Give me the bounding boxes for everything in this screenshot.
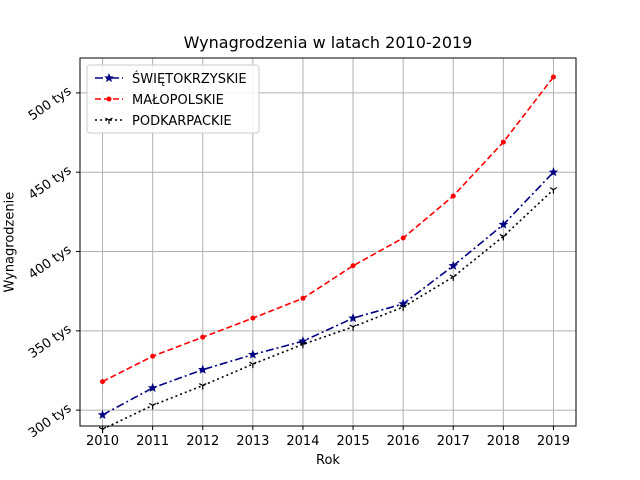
data-point-marker — [550, 74, 556, 80]
plot-area-frame — [79, 57, 577, 427]
marker-stroke — [102, 426, 107, 430]
marker-stroke — [549, 187, 554, 191]
data-point-marker — [104, 72, 114, 83]
data-point-marker — [248, 349, 258, 359]
data-point-marker — [105, 117, 113, 124]
data-point-marker — [250, 315, 256, 321]
grid-lines — [80, 58, 576, 426]
data-point-marker — [150, 353, 156, 359]
y-tick-label: 400 tys — [26, 242, 75, 282]
legend-label: MAŁOPOLSKIE — [132, 93, 224, 108]
marker-stroke — [108, 117, 113, 121]
data-point-marker — [299, 341, 307, 349]
data-point-marker — [300, 295, 306, 301]
x-tick-label: 2015 — [337, 434, 370, 449]
marker-stroke — [148, 402, 153, 406]
data-point-marker — [249, 361, 257, 369]
x-axis-label: Rok — [316, 453, 340, 468]
data-point-marker — [548, 167, 559, 177]
x-axis-ticks: 2010 2011 2012 2013 2014 2015 2016 2017 2018 2019 — [86, 426, 570, 449]
data-point-marker — [499, 233, 508, 241]
data-point-marker — [100, 379, 106, 385]
data-point-marker — [449, 274, 458, 281]
data-point-marker — [147, 382, 158, 393]
marker-stroke — [449, 274, 454, 278]
legend-item: PODKARPACKIE — [95, 114, 232, 129]
marker-stroke — [499, 233, 504, 237]
marker-stroke — [299, 341, 304, 345]
data-point-marker — [148, 402, 157, 410]
marker-stroke — [352, 324, 357, 328]
y-tick-label: 300 tys — [26, 401, 75, 441]
marker-stroke — [503, 233, 508, 237]
chart-title: Wynagrodzenia w latach 2010-2019 — [183, 33, 473, 52]
data-point-marker — [200, 334, 206, 340]
marker-stroke — [402, 304, 407, 308]
x-tick-label: 2013 — [236, 434, 269, 449]
marker-stroke — [399, 304, 404, 308]
data-point-marker — [400, 235, 406, 241]
legend-item: ŚWIĘTOKRZYSKIE — [95, 71, 247, 87]
data-point-marker — [399, 304, 407, 312]
series-małopolskie — [100, 74, 556, 385]
marker-stroke — [198, 383, 204, 387]
marker-stroke — [349, 324, 354, 328]
data-point-marker — [450, 193, 456, 199]
y-axis-ticks: 300 tys 350 tys 400 tys 450 tys 500 tys — [26, 84, 80, 441]
data-point-marker — [349, 324, 357, 331]
legend-box — [86, 64, 260, 134]
legend-label: ŚWIĘTOKRZYSKIE — [132, 71, 247, 87]
marker-stroke — [249, 361, 254, 365]
x-tick-label: 2019 — [537, 434, 570, 449]
data-point-marker — [350, 263, 356, 269]
marker-stroke — [202, 383, 207, 387]
x-tick-label: 2011 — [136, 434, 169, 449]
data-point-marker — [448, 260, 459, 270]
series-line — [102, 171, 555, 416]
legend-label: PODKARPACKIE — [132, 114, 232, 129]
data-point-marker — [97, 409, 108, 419]
x-tick-label: 2017 — [437, 434, 470, 449]
marker-stroke — [302, 341, 307, 345]
series-podkarpackie — [98, 187, 558, 434]
data-point-marker — [500, 139, 506, 145]
data-point-marker — [298, 336, 308, 346]
x-tick-label: 2010 — [86, 434, 119, 449]
marker-stroke — [553, 187, 558, 191]
marker-stroke — [152, 402, 157, 406]
y-tick-label: 350 tys — [26, 322, 75, 362]
data-point-marker — [106, 96, 112, 102]
data-point-marker — [549, 187, 558, 194]
marker-stroke — [105, 117, 110, 121]
y-axis-label: Wynagrodzenie — [2, 191, 18, 293]
x-tick-label: 2014 — [286, 434, 319, 449]
legend-item: MAŁOPOLSKIE — [95, 93, 224, 108]
series-lines — [97, 74, 559, 434]
x-tick-label: 2012 — [186, 434, 219, 449]
marker-stroke — [252, 361, 257, 365]
y-tick-label: 500 tys — [26, 84, 75, 124]
data-point-marker — [198, 383, 207, 390]
marker-stroke — [98, 426, 103, 430]
marker-stroke — [452, 274, 458, 278]
data-point-marker — [348, 313, 358, 323]
data-point-marker — [197, 364, 208, 374]
x-tick-label: 2016 — [387, 434, 420, 449]
data-point-marker — [398, 298, 408, 308]
data-point-marker — [498, 219, 509, 229]
x-tick-label: 2018 — [487, 434, 520, 449]
series-line — [102, 76, 555, 383]
series-świętokrzyskie — [97, 167, 559, 419]
series-line — [102, 189, 554, 430]
y-tick-label: 450 tys — [26, 163, 75, 203]
legend: ŚWIĘTOKRZYSKIE MAŁOPOLSKIE PODKARPACKIE — [86, 64, 260, 134]
